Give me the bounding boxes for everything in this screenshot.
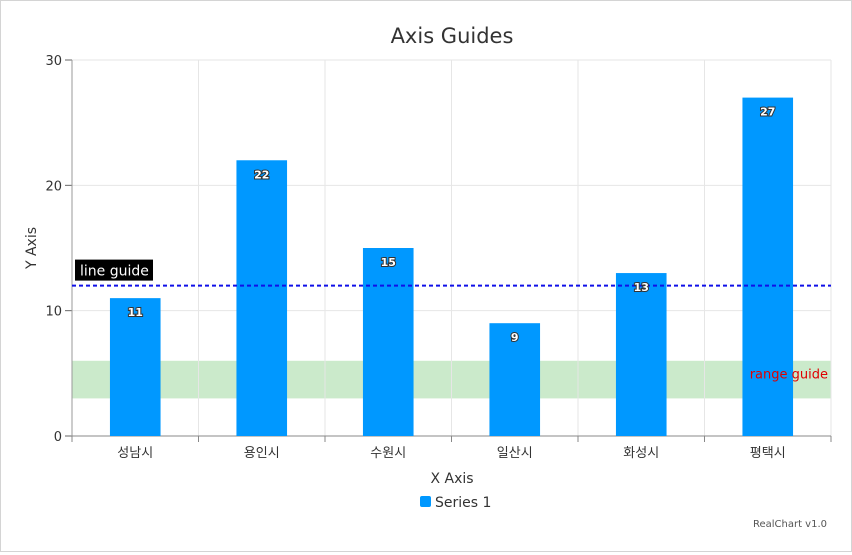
x-tick-label: 평택시	[750, 446, 786, 461]
range-guide-label: range guide	[750, 368, 828, 383]
line-guide-label-bg	[75, 259, 153, 281]
legend-label-series-1: Series 1	[435, 495, 491, 511]
bar-4[interactable]	[489, 323, 541, 436]
bar-3[interactable]	[362, 248, 414, 436]
bar-1[interactable]	[109, 298, 161, 436]
y-tick-label: 30	[45, 54, 62, 69]
data-label-4: 9	[511, 331, 519, 344]
chart-title: Axis Guides	[391, 24, 514, 48]
bar-2[interactable]	[236, 160, 288, 436]
x-tick-label: 화성시	[623, 446, 659, 461]
data-label-6: 27	[760, 106, 775, 119]
data-label-5: 13	[634, 281, 649, 294]
bar-5[interactable]	[615, 273, 667, 436]
x-tick-label: 일산시	[497, 446, 533, 461]
data-label-3: 15	[381, 256, 396, 269]
x-tick-label: 수원시	[370, 446, 406, 461]
x-tick-label: 용인시	[244, 446, 280, 461]
legend[interactable]: Series 1	[420, 495, 491, 511]
y-tick-label: 0	[54, 430, 62, 445]
x-tick-label: 성남시	[117, 446, 153, 461]
line-guide-label: line guide	[80, 264, 149, 280]
bar-6[interactable]	[742, 97, 794, 436]
y-tick-label: 10	[45, 305, 62, 320]
y-tick-label: 20	[45, 179, 62, 194]
data-label-2: 22	[254, 168, 269, 181]
data-label-1: 11	[128, 306, 143, 319]
credit-label: RealChart v1.0	[753, 519, 827, 530]
legend-marker-series-1	[420, 496, 431, 507]
y-axis-title: Y Axis	[24, 227, 40, 270]
x-axis-title: X Axis	[430, 471, 473, 487]
